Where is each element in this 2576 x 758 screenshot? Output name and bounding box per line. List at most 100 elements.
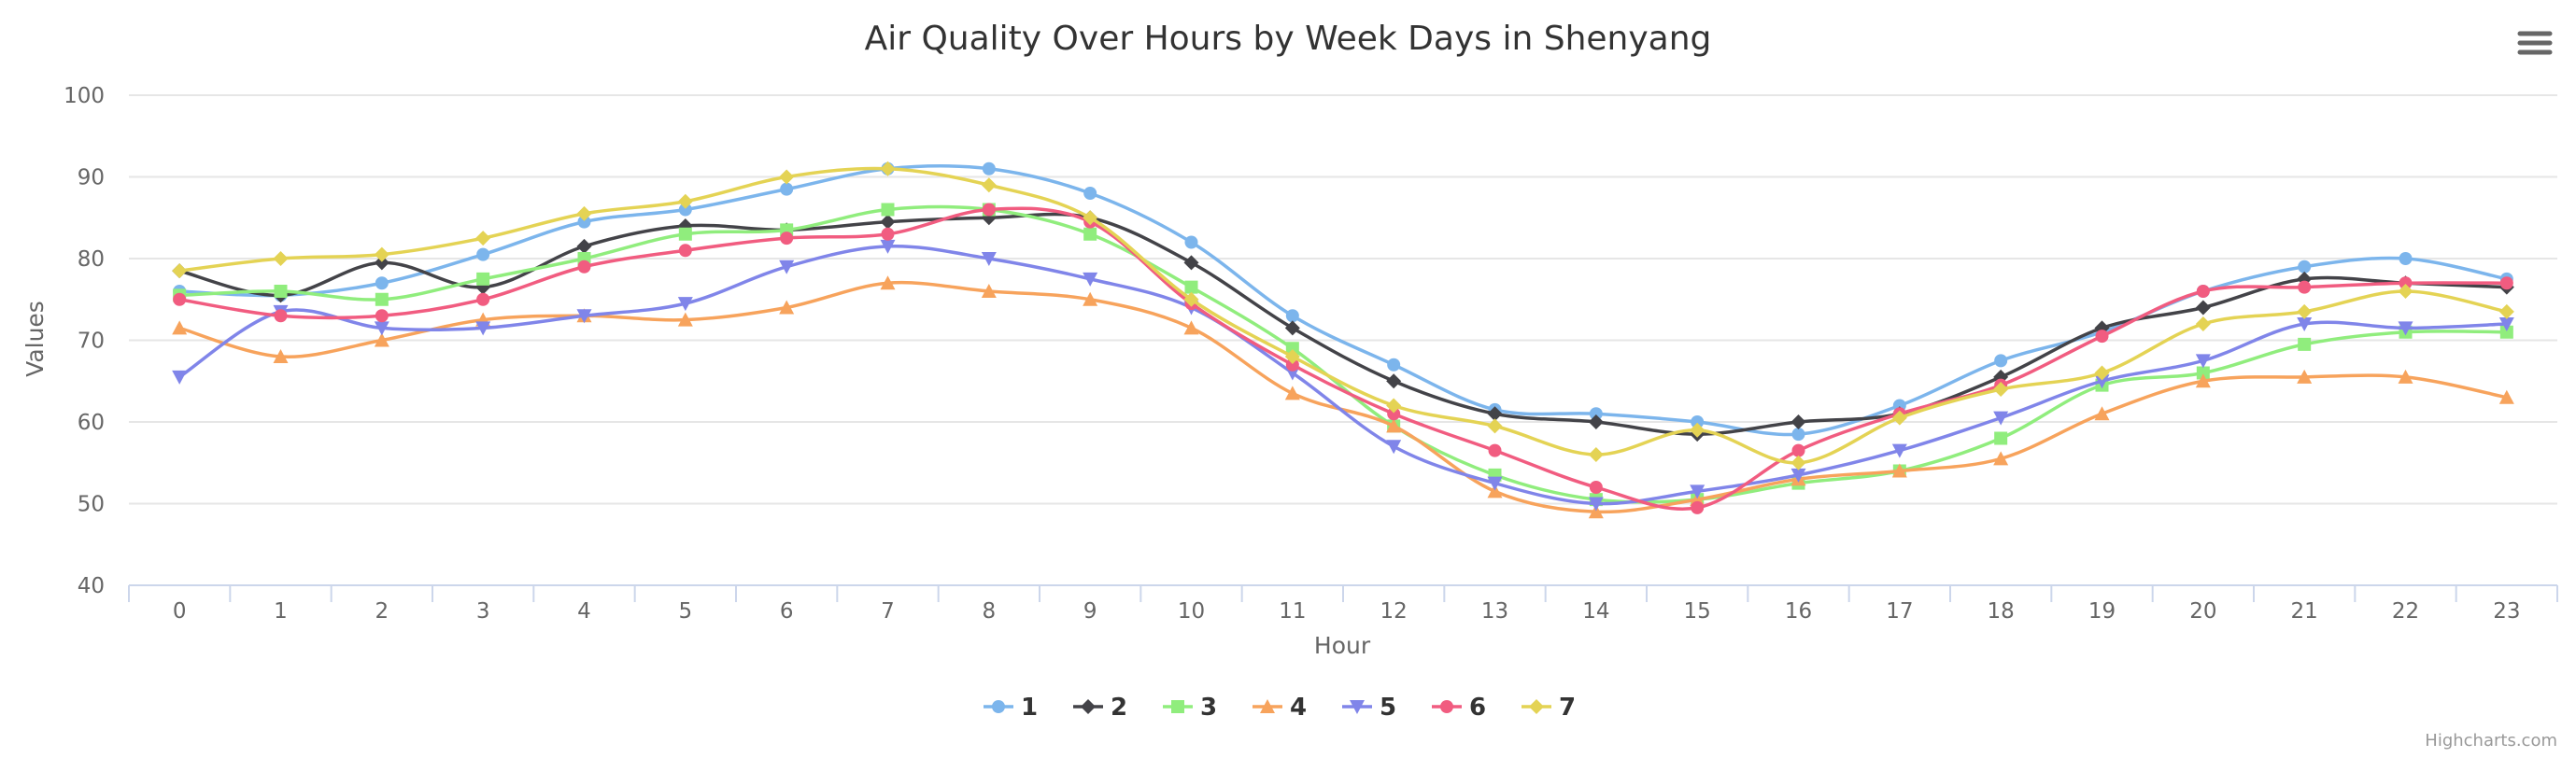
context-menu-button[interactable] (2511, 22, 2553, 63)
data-point[interactable] (1285, 342, 1299, 356)
data-point[interactable] (2195, 300, 2211, 316)
legend-item-2[interactable]: 2 (1073, 694, 1127, 722)
data-point[interactable] (1284, 349, 1300, 364)
data-point[interactable] (1790, 414, 1806, 429)
data-point[interactable] (1994, 354, 2008, 368)
data-point[interactable] (1487, 476, 1503, 491)
data-point[interactable] (1487, 418, 1503, 434)
data-point[interactable] (981, 284, 997, 298)
data-point[interactable] (576, 205, 592, 221)
data-point[interactable] (880, 214, 896, 230)
data-point[interactable] (779, 169, 795, 185)
data-point[interactable] (2298, 337, 2312, 351)
data-point[interactable] (1387, 407, 1401, 421)
data-point[interactable] (1083, 227, 1097, 241)
data-point[interactable] (1993, 382, 2009, 397)
data-point[interactable] (1284, 386, 1300, 400)
legend-symbol[interactable] (1350, 700, 1365, 714)
data-point[interactable] (172, 370, 188, 385)
data-point[interactable] (2398, 284, 2413, 299)
data-point[interactable] (576, 309, 592, 324)
data-point[interactable] (2094, 365, 2110, 381)
data-point[interactable] (1690, 484, 1706, 499)
data-point[interactable] (1790, 468, 1806, 483)
data-point[interactable] (2498, 389, 2514, 404)
data-point[interactable] (1284, 320, 1300, 336)
legend-item-6[interactable]: 6 (1432, 694, 1486, 722)
data-point[interactable] (2298, 280, 2312, 294)
data-point[interactable] (2498, 317, 2514, 331)
data-point[interactable] (982, 203, 996, 217)
data-point[interactable] (274, 309, 288, 323)
data-point[interactable] (273, 349, 289, 363)
data-point[interactable] (780, 182, 794, 196)
data-point[interactable] (374, 332, 389, 347)
legend-item-3[interactable]: 3 (1163, 694, 1217, 722)
data-point[interactable] (1994, 431, 2008, 445)
legend-symbol[interactable] (1171, 700, 1184, 713)
legend-item-1[interactable]: 1 (984, 694, 1038, 722)
data-point[interactable] (1589, 481, 1603, 494)
data-point[interactable] (1183, 320, 1199, 335)
data-point[interactable] (1386, 440, 1402, 455)
data-point[interactable] (1588, 447, 1604, 462)
data-point[interactable] (2398, 369, 2413, 384)
data-point[interactable] (1285, 358, 1299, 372)
data-point[interactable] (1387, 358, 1401, 372)
data-point[interactable] (1285, 309, 1299, 323)
data-point[interactable] (1791, 428, 1805, 442)
data-point[interactable] (1589, 407, 1603, 421)
data-point[interactable] (678, 203, 692, 217)
credits-link[interactable]: Highcharts.com (2425, 731, 2557, 751)
data-point[interactable] (475, 231, 491, 246)
data-point[interactable] (1691, 500, 1705, 514)
data-point[interactable] (1183, 291, 1199, 307)
data-point[interactable] (375, 276, 389, 290)
data-point[interactable] (678, 227, 692, 241)
data-point[interactable] (2195, 354, 2211, 369)
data-point[interactable] (2094, 406, 2110, 421)
data-point[interactable] (677, 312, 693, 327)
data-point[interactable] (981, 252, 997, 266)
data-point[interactable] (172, 320, 188, 335)
data-point[interactable] (1487, 484, 1503, 498)
legend-item-5[interactable]: 5 (1342, 694, 1396, 722)
data-point[interactable] (375, 292, 389, 306)
data-point[interactable] (374, 321, 389, 336)
data-point[interactable] (1891, 443, 1907, 458)
data-point[interactable] (1083, 291, 1098, 306)
data-point[interactable] (1083, 272, 1098, 287)
data-point[interactable] (779, 260, 795, 274)
data-point[interactable] (476, 247, 490, 261)
data-point[interactable] (2297, 369, 2313, 384)
data-point[interactable] (1588, 497, 1604, 512)
data-point[interactable] (981, 177, 997, 193)
data-point[interactable] (677, 297, 693, 312)
data-point[interactable] (2399, 276, 2413, 290)
data-point[interactable] (2195, 373, 2211, 388)
data-point[interactable] (982, 161, 996, 175)
data-point[interactable] (1386, 418, 1402, 433)
legend-item-4[interactable]: 4 (1253, 694, 1307, 722)
data-point[interactable] (1183, 255, 1199, 271)
data-point[interactable] (779, 300, 795, 315)
data-point[interactable] (881, 203, 895, 217)
data-point[interactable] (881, 227, 895, 241)
data-point[interactable] (374, 246, 389, 262)
data-point[interactable] (2498, 303, 2514, 319)
data-point[interactable] (172, 263, 188, 279)
legend-symbol[interactable] (1529, 699, 1544, 714)
data-point[interactable] (476, 292, 490, 306)
data-point[interactable] (1993, 411, 2009, 426)
data-point[interactable] (476, 272, 490, 286)
data-point[interactable] (2094, 374, 2110, 389)
data-point[interactable] (1184, 235, 1198, 249)
data-point[interactable] (2499, 276, 2513, 290)
data-point[interactable] (2398, 321, 2413, 336)
data-point[interactable] (1588, 504, 1604, 519)
data-point[interactable] (1487, 406, 1503, 422)
data-point[interactable] (475, 321, 491, 336)
data-point[interactable] (273, 251, 289, 266)
legend-symbol[interactable] (1081, 699, 1096, 714)
series-line[interactable] (178, 244, 2507, 506)
